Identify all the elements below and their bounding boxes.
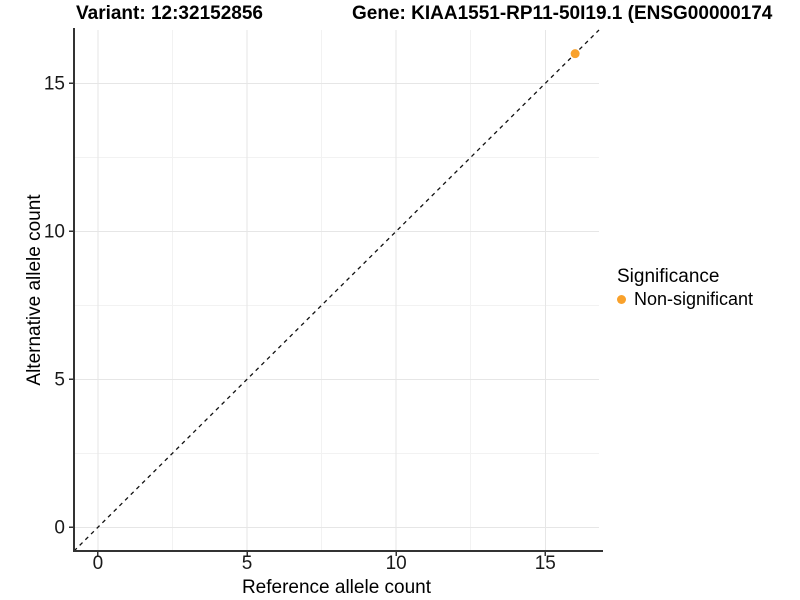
- legend-point-icon: [617, 294, 626, 304]
- x-tick-label: 15: [535, 553, 556, 574]
- y-tick-label: 5: [54, 369, 65, 390]
- legend-title: Significance: [617, 266, 720, 287]
- legend-item-label: Non-significant: [634, 288, 754, 309]
- x-tick-label: 5: [242, 553, 253, 574]
- y-tick-label: 15: [44, 73, 65, 94]
- legend-item-non-significant: Non-significant: [617, 289, 753, 309]
- plot-title-gene: Gene: KIAA1551-RP11-50I19.1 (ENSG0000017…: [352, 3, 773, 24]
- identity-line: [73, 29, 600, 552]
- y-tick-label: 0: [54, 517, 65, 538]
- x-tick-label: 10: [386, 553, 407, 574]
- plot-title-variant: Variant: 12:32152856: [76, 3, 263, 24]
- y-tick-label: 10: [44, 221, 65, 242]
- x-tick-label: 0: [93, 553, 104, 574]
- data-point: [570, 49, 580, 59]
- legend: Significance Non-significant: [617, 266, 753, 309]
- x-axis-title: Reference allele count: [241, 577, 432, 598]
